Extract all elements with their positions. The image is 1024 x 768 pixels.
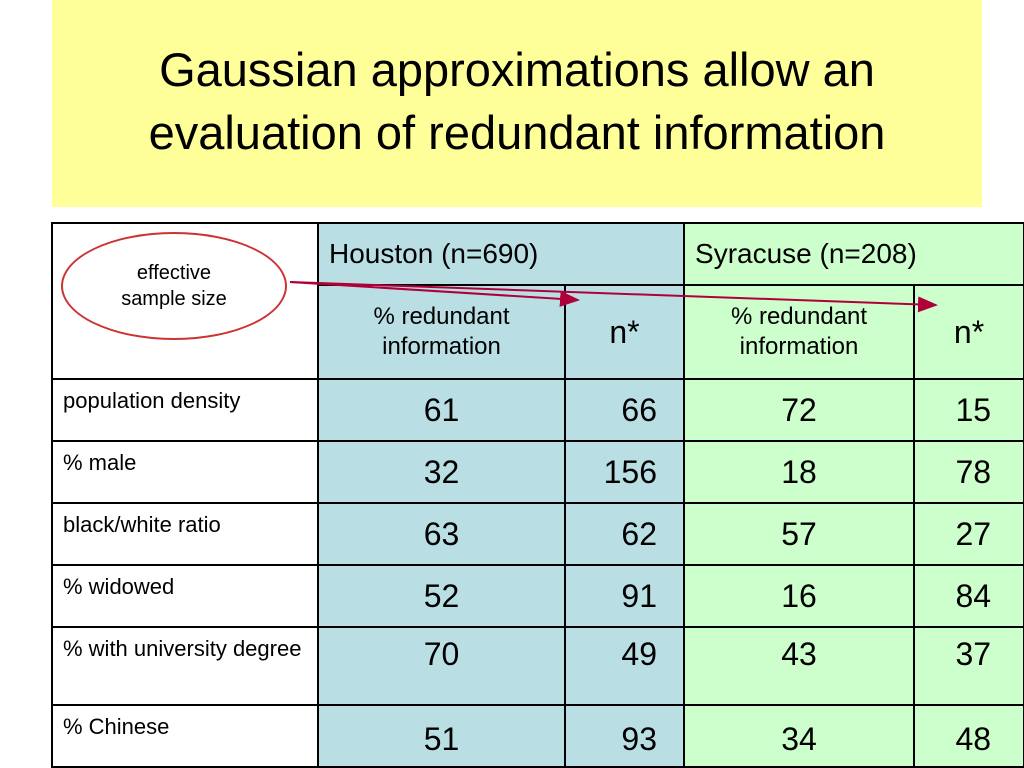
syracuse-redundant-value: 57 [683, 502, 916, 566]
row-label: % widowed [51, 564, 319, 628]
row-label: population density [51, 378, 319, 442]
houston-n-header: n* [563, 284, 686, 380]
title-background [52, 0, 982, 207]
syracuse-redundant-header: % redundant information [683, 284, 916, 380]
houston-n-value: 49 [563, 626, 686, 706]
houston-n-value: 62 [563, 502, 686, 566]
houston-header: Houston (n=690) [316, 222, 686, 286]
houston-redundant-header: % redundant information [317, 284, 566, 380]
row-label: % Chinese [51, 704, 319, 768]
houston-redundant-value: 32 [317, 440, 566, 504]
syracuse-redundant-value: 34 [683, 704, 916, 768]
houston-redundant-value: 70 [317, 626, 566, 706]
houston-n-value: 156 [563, 440, 686, 504]
houston-n-value: 93 [563, 704, 686, 768]
houston-n-value: 66 [563, 378, 686, 442]
houston-n-value: 91 [563, 564, 686, 628]
syracuse-header: Syracuse (n=208) [683, 222, 1024, 286]
table-row: black/white ratio 63 62 57 27 [51, 502, 1024, 566]
syracuse-n-value: 78 [913, 440, 1024, 504]
syracuse-n-value: 15 [913, 378, 1024, 442]
table-row: % male 32 156 18 78 [51, 440, 1024, 504]
syracuse-n-value: 27 [913, 502, 1024, 566]
data-table: Houston (n=690) Syracuse (n=208) % redun… [51, 222, 1024, 768]
syracuse-redundant-value: 18 [683, 440, 916, 504]
houston-redundant-value: 61 [317, 378, 566, 442]
effective-sample-size-callout: effective sample size [61, 232, 287, 340]
syracuse-n-value: 84 [913, 564, 1024, 628]
syracuse-redundant-value: 43 [683, 626, 916, 706]
houston-redundant-value: 51 [317, 704, 566, 768]
houston-redundant-value: 63 [317, 502, 566, 566]
syracuse-n-value: 37 [913, 626, 1024, 706]
table-row: % Chinese 51 93 34 48 [51, 704, 1024, 768]
table-row: population density 61 66 72 15 [51, 378, 1024, 442]
syracuse-n-value: 48 [913, 704, 1024, 768]
syracuse-redundant-value: 72 [683, 378, 916, 442]
syracuse-n-header: n* [913, 284, 1024, 380]
row-label: black/white ratio [51, 502, 319, 566]
row-label: % male [51, 440, 319, 504]
syracuse-redundant-value: 16 [683, 564, 916, 628]
row-label: % with university degree [51, 626, 319, 706]
table-row: % with university degree 70 49 43 37 [51, 626, 1024, 706]
table-row: % widowed 52 91 16 84 [51, 564, 1024, 628]
houston-redundant-value: 52 [317, 564, 566, 628]
slide-title: Gaussian approximations allow an evaluat… [148, 43, 886, 159]
